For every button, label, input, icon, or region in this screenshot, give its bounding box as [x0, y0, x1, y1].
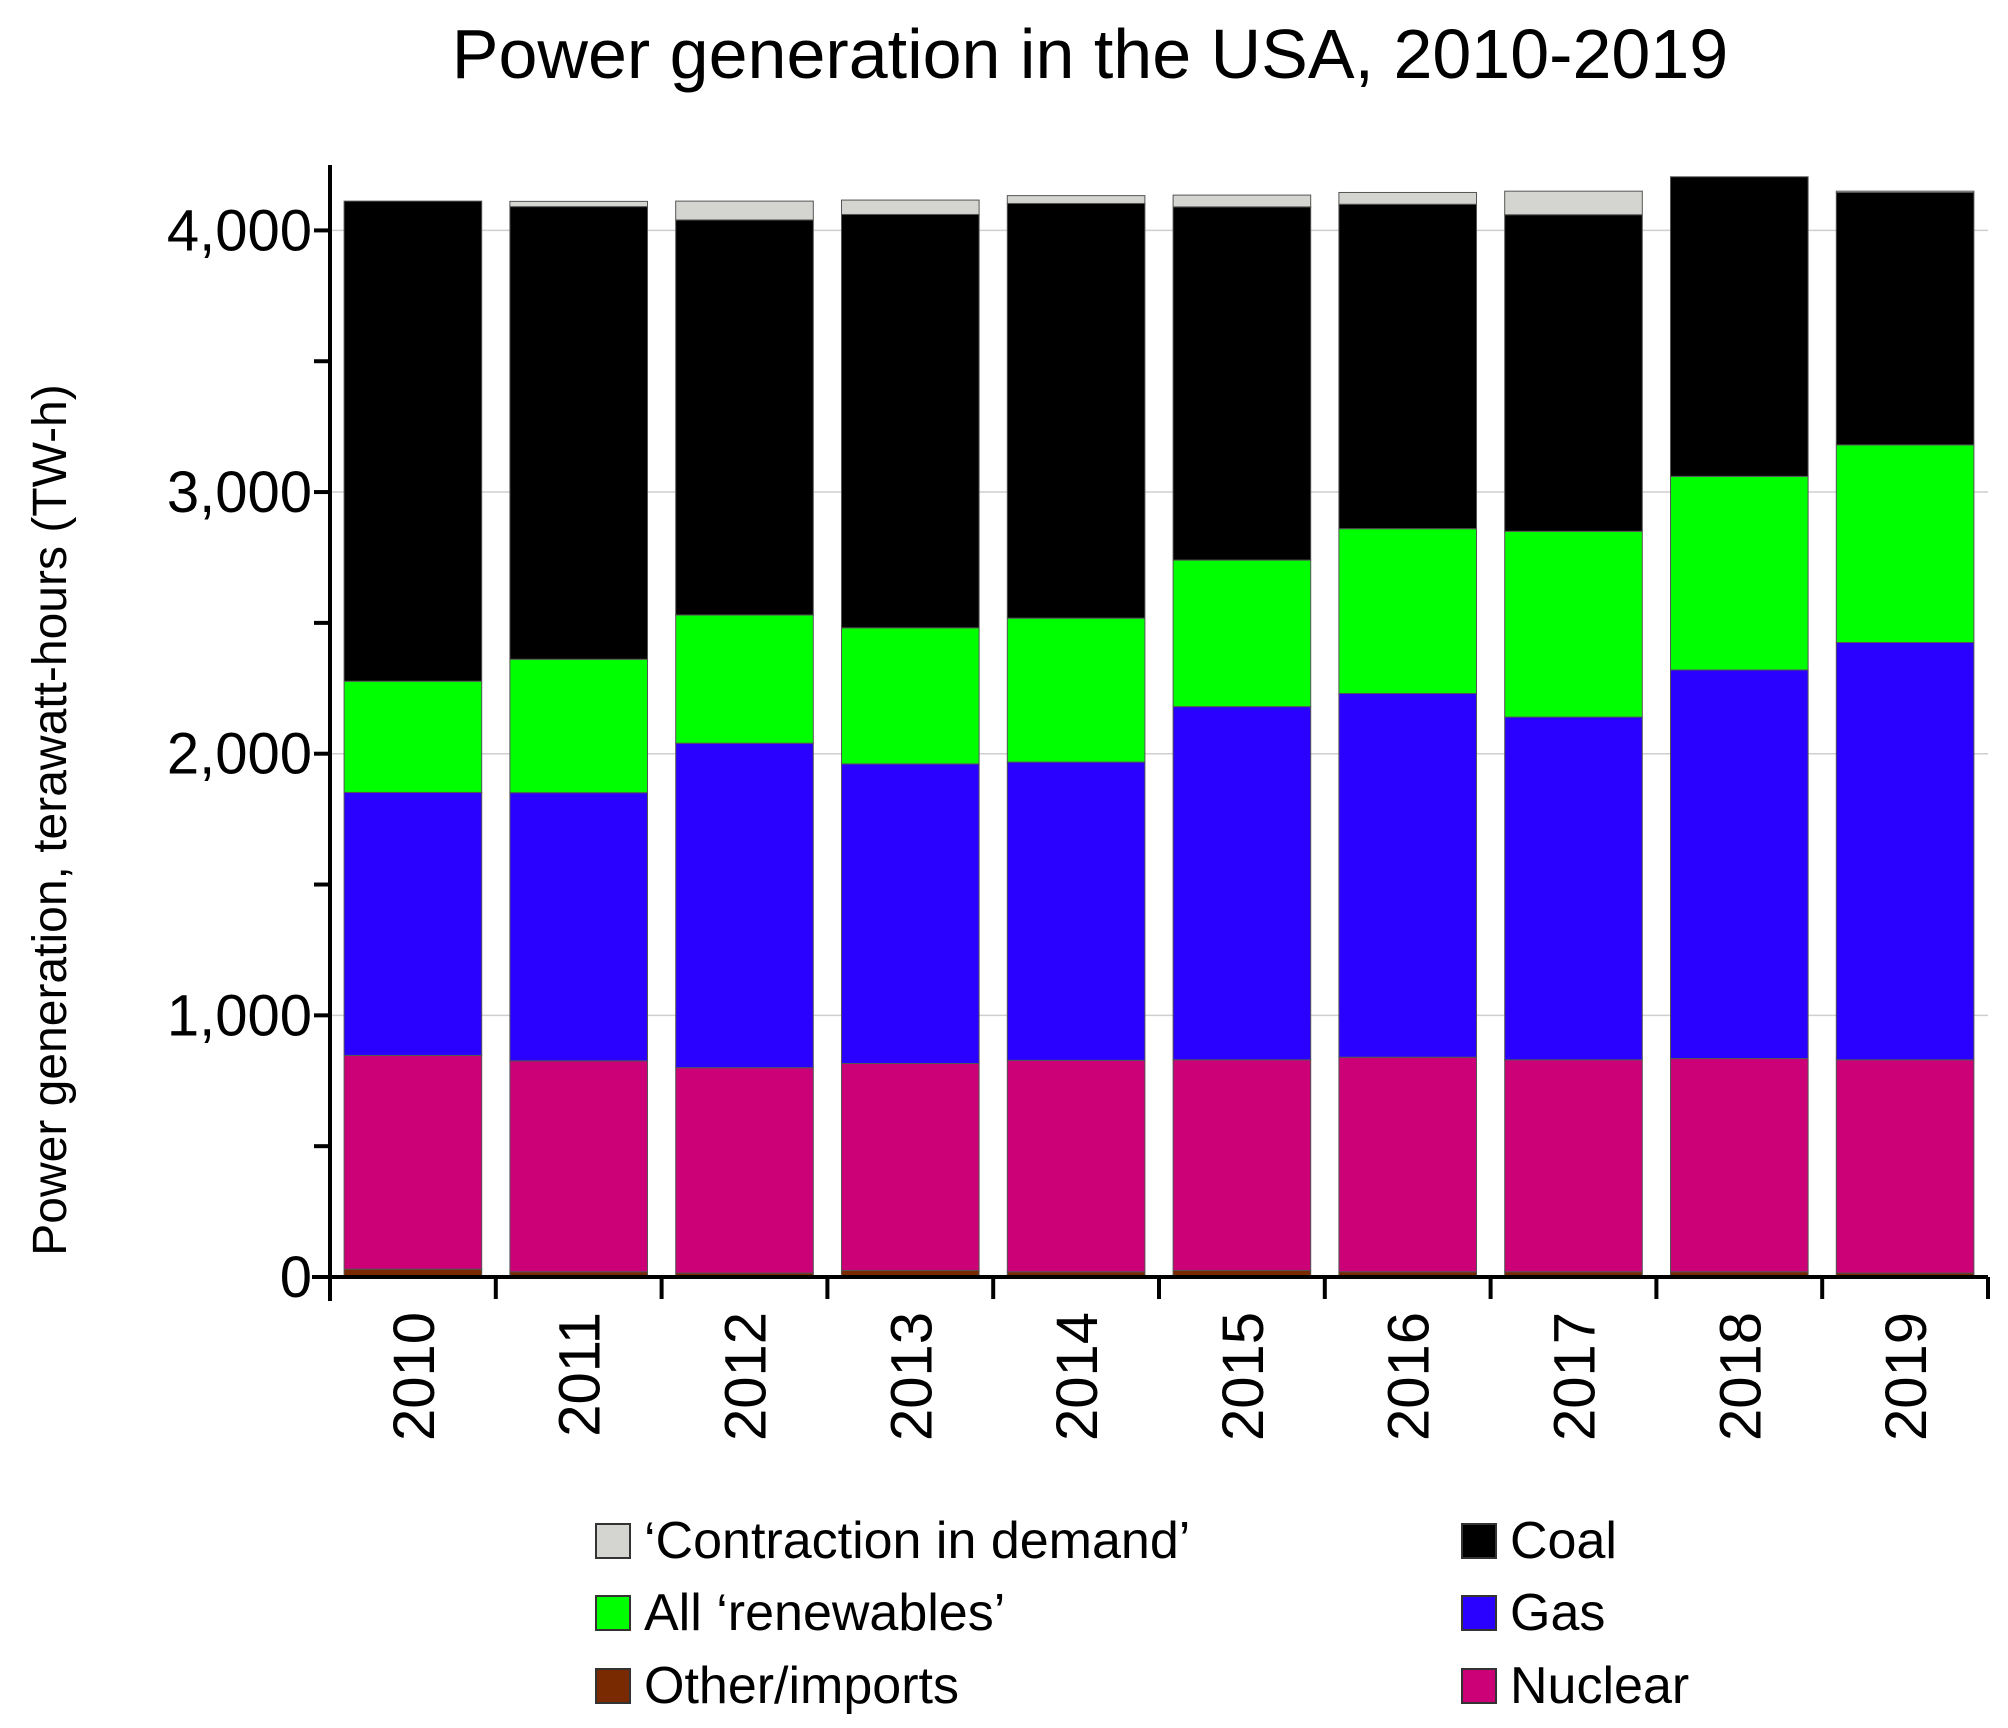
x-tick-label: 2014: [1045, 1312, 1110, 1441]
bar-segment: [1172, 559, 1312, 708]
x-tick-label: 2019: [1874, 1312, 1939, 1441]
legend-swatch: [1461, 1523, 1497, 1559]
legend-item: All ‘renewables’: [595, 1584, 1005, 1642]
legend: ‘Contraction in demand’ Coal All ‘renewabl…: [595, 1512, 1689, 1715]
y-tick-label: 2,000: [167, 722, 312, 787]
bar-segment: [1338, 191, 1478, 205]
bar-stack-2017: [1504, 190, 1643, 1278]
legend-label: All ‘renewables’: [644, 1584, 1005, 1642]
bar-stack-2010: [343, 200, 483, 1278]
bar-segment: [1669, 475, 1809, 671]
y-tick-label: 0: [280, 1245, 312, 1310]
legend-item: Nuclear: [1461, 1657, 1689, 1715]
bar-stack-2018: [1669, 176, 1809, 1278]
x-tick-label: 2016: [1377, 1312, 1442, 1441]
bar-segment: [1504, 530, 1643, 718]
bar-segment: [1504, 1059, 1643, 1273]
chart-title: Power generation in the USA, 2010-2019: [452, 15, 1728, 93]
legend-label: Nuclear: [1510, 1657, 1689, 1715]
x-tick-label: 2017: [1543, 1312, 1608, 1441]
legend-swatch: [595, 1523, 631, 1559]
bar-segment: [509, 658, 649, 794]
legend-label: ‘Contraction in demand’: [644, 1512, 1190, 1570]
bar-segment: [840, 213, 980, 629]
bar-segment: [343, 200, 483, 682]
legend-swatch: [595, 1595, 631, 1631]
bar-stack-2013: [840, 199, 980, 1278]
bar-segment: [1338, 693, 1478, 1058]
bar-stack-2011: [509, 200, 649, 1278]
bar-segment: [1669, 669, 1809, 1060]
bar-segment: [1172, 194, 1312, 208]
legend-label: Coal: [1510, 1512, 1617, 1570]
bar-segment: [675, 200, 814, 221]
axes: 0 1,000 2,000 3,000 4,000 2010 2011 2012 2013 201…: [167, 165, 1990, 1441]
x-tick-label: 2015: [1211, 1312, 1276, 1441]
bar-segment: [1504, 190, 1643, 216]
legend-label: Gas: [1510, 1584, 1605, 1642]
y-tick-label: 3,000: [167, 460, 312, 525]
y-axis-label: Power generation, terawatt-hours (TW-h): [24, 384, 77, 1255]
legend-swatch: [1461, 1668, 1497, 1704]
bar-stack-2016: [1338, 191, 1478, 1278]
bar-segment: [509, 1060, 649, 1273]
bar-stack-2015: [1172, 194, 1312, 1278]
bar-segment: [1338, 203, 1478, 530]
legend-item: Other/imports: [595, 1657, 959, 1715]
bar-segment: [675, 219, 814, 616]
bar-segment: [1006, 202, 1146, 619]
bar-segment: [343, 1054, 483, 1270]
bar-segment: [1006, 1059, 1146, 1273]
bars: [343, 176, 1975, 1278]
bar-segment: [1006, 617, 1146, 763]
bar-segment: [509, 200, 649, 208]
bar-segment: [1006, 195, 1146, 204]
bar-segment: [343, 791, 483, 1056]
bar-segment: [1338, 528, 1478, 695]
legend-item: Coal: [1461, 1512, 1617, 1570]
bar-stack-2019: [1835, 190, 1975, 1278]
bar-segment: [840, 763, 980, 1064]
y-tick-label: 1,000: [167, 983, 312, 1048]
legend-item: Gas: [1461, 1584, 1605, 1642]
bar-segment: [675, 614, 814, 744]
bar-segment: [1835, 190, 1975, 193]
bar-stack-2012: [675, 200, 814, 1278]
x-tick-label: 2013: [879, 1312, 944, 1441]
bar-segment: [840, 1062, 980, 1271]
bar-segment: [840, 627, 980, 765]
y-tick-label: 4,000: [167, 198, 312, 263]
legend-item: ‘Contraction in demand’: [595, 1512, 1190, 1570]
bar-segment: [1835, 444, 1975, 644]
legend-swatch: [1461, 1595, 1497, 1631]
bar-segment: [1835, 642, 1975, 1061]
bar-segment: [1172, 206, 1312, 561]
bar-segment: [1504, 716, 1643, 1061]
bar-segment: [1006, 761, 1146, 1061]
bar-segment: [840, 199, 980, 215]
bar-segment: [1504, 214, 1643, 532]
legend-swatch: [595, 1668, 631, 1704]
bar-segment: [675, 1067, 814, 1274]
x-tick-label: 2012: [714, 1312, 779, 1441]
bar-segment: [1669, 1058, 1809, 1273]
x-tick-label: 2011: [548, 1312, 613, 1437]
bar-segment: [509, 792, 649, 1062]
bar-segment: [1172, 706, 1312, 1061]
bar-segment: [1669, 176, 1809, 477]
bar-segment: [1835, 191, 1975, 446]
bar-segment: [1835, 1059, 1975, 1274]
bar-segment: [1172, 1059, 1312, 1271]
bar-stack-2014: [1006, 195, 1146, 1278]
legend-label: Other/imports: [644, 1657, 959, 1715]
bar-segment: [675, 742, 814, 1069]
bar-segment: [1338, 1056, 1478, 1273]
bar-segment: [343, 680, 483, 793]
bar-segment: [509, 206, 649, 660]
x-tick-label: 2010: [382, 1312, 447, 1441]
x-tick-label: 2018: [1708, 1312, 1773, 1441]
